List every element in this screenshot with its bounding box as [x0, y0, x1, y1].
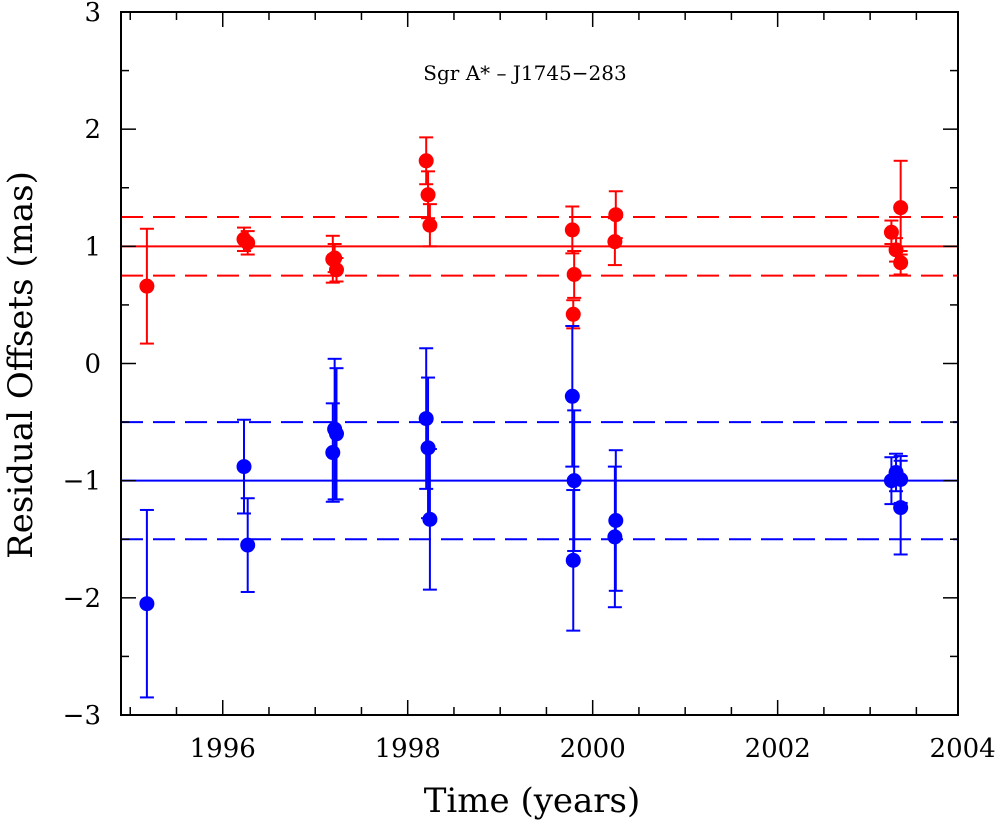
tick-labels: 1996 1998 2000 2002 2004 −3 −2 −1 0 1 2 3 — [63, 0, 995, 764]
chart-title: Sgr A* – J1745−283 — [423, 61, 626, 85]
reference-lines — [121, 216, 958, 541]
y-tick-label: 1 — [84, 232, 101, 262]
data-point-series-0 — [564, 222, 580, 238]
data-point-series-1 — [325, 445, 341, 461]
data-point-series-0 — [608, 207, 624, 223]
data-point-series-1 — [608, 513, 624, 529]
data-point-series-1 — [328, 426, 344, 442]
data-point-series-0 — [328, 262, 344, 278]
data-point-series-0 — [566, 266, 582, 282]
data-point-series-1 — [420, 440, 436, 456]
data-point-series-0 — [139, 278, 155, 294]
data-point-series-1 — [893, 500, 909, 516]
data-point-series-1 — [240, 537, 256, 553]
data-point-series-0 — [420, 187, 436, 203]
data-point-series-1 — [565, 552, 581, 568]
data-point-series-0 — [418, 153, 434, 169]
y-tick-label: −2 — [63, 584, 101, 614]
data-point-series-0 — [888, 242, 904, 258]
data-point-series-0 — [893, 255, 909, 271]
y-tick-label: 0 — [84, 350, 101, 380]
data-point-series-1 — [422, 511, 438, 527]
data-point-series-1 — [236, 459, 252, 475]
data-point-series-0 — [893, 200, 909, 216]
data-point-series-0 — [327, 250, 343, 266]
x-tick-label: 1998 — [375, 734, 441, 764]
data-point-series-0 — [240, 235, 256, 251]
data-point-series-0 — [565, 306, 581, 322]
data-point-series-0 — [607, 234, 623, 250]
x-tick-label: 2000 — [560, 734, 626, 764]
x-tick-label: 2002 — [745, 734, 811, 764]
data-point-series-1 — [893, 471, 909, 487]
data-point-series-1 — [607, 529, 623, 545]
y-tick-label: 3 — [84, 0, 101, 28]
y-tick-label: 2 — [84, 115, 101, 145]
x-tick-label: 2004 — [930, 734, 995, 764]
x-tick-label: 1996 — [190, 734, 256, 764]
y-axis-title: Residual Offsets (mas) — [1, 171, 41, 559]
data-point-series-1 — [418, 411, 434, 427]
data-points — [139, 153, 909, 612]
y-tick-label: −3 — [63, 701, 101, 731]
plot-frame — [120, 11, 959, 716]
data-point-series-1 — [566, 473, 582, 489]
data-point-series-1 — [564, 388, 580, 404]
y-tick-label: −1 — [63, 467, 101, 497]
axis-ticks — [121, 11, 958, 716]
data-point-series-1 — [139, 596, 155, 612]
data-point-series-0 — [422, 217, 438, 233]
data-point-series-0 — [883, 224, 899, 240]
x-axis-title: Time (years) — [424, 781, 641, 821]
